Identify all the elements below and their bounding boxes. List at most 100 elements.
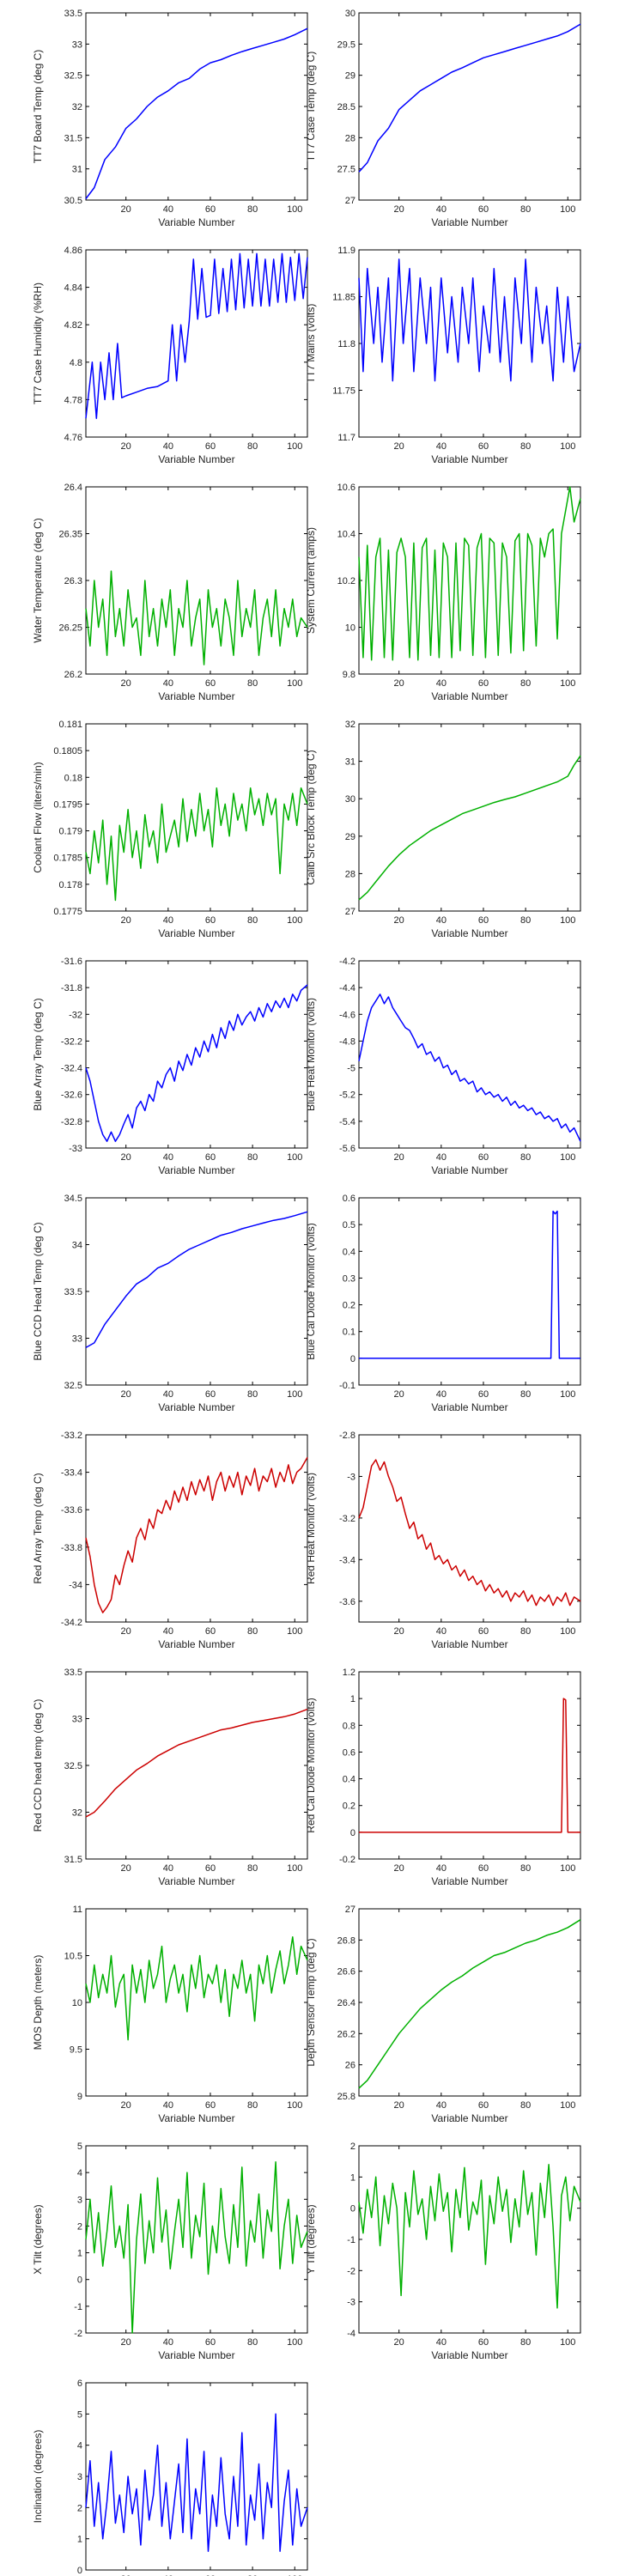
x-tick-label: 80 (520, 1389, 531, 1400)
x-tick-label: 60 (205, 1389, 216, 1400)
x-axis-label: Variable Number (158, 2112, 234, 2124)
x-tick-label: 100 (287, 204, 302, 215)
x-tick-label: 100 (560, 1152, 575, 1163)
x-axis-label: Variable Number (158, 1401, 234, 1413)
y-tick-label: 6 (77, 2379, 82, 2389)
y-tick-label: -31.6 (61, 957, 82, 967)
x-tick-label: 60 (478, 1152, 489, 1163)
x-tick-label: 40 (436, 1389, 447, 1400)
y-tick-label: -32.4 (61, 1064, 82, 1074)
x-tick-label: 100 (560, 204, 575, 215)
y-tick-label: -3 (347, 1472, 355, 1482)
chart-panel-5: 20 40 60 80 100 26.2 26.25 26.3 26.35 26.4 Variabl… (32, 483, 308, 702)
y-tick-label: 0.6 (343, 1747, 355, 1758)
y-tick-label: -31.8 (61, 983, 82, 993)
x-tick-label: 20 (121, 678, 131, 689)
y-tick-label: 32 (345, 720, 355, 730)
x-tick-label: 80 (247, 204, 258, 215)
x-axis-label: Variable Number (158, 1164, 234, 1176)
chart-panel-21: 204060801000123456Variable NumberInclina… (32, 2379, 308, 2576)
y-tick-label: -3 (347, 2298, 355, 2308)
y-tick-label: 33.5 (64, 1287, 82, 1297)
series-line (85, 27, 308, 199)
x-tick-label: 80 (520, 1626, 531, 1637)
chart-panel-14: 20 40 60 80 100 -3.6 -3.4 -3.2 -3 -2.8 Variable Nu… (305, 1431, 581, 1650)
chart-panel-15: 20 40 60 80 100 31.5 32 32.5 33 33.5 Variable Numb… (32, 1668, 308, 1887)
x-tick-label: 40 (436, 1626, 447, 1637)
x-tick-label: 40 (163, 1389, 173, 1400)
y-tick-label: 33 (72, 1715, 82, 1725)
y-tick-label: 10 (72, 1998, 82, 2008)
y-axis-label: System Current (amps) (305, 527, 317, 634)
plot-area (85, 1908, 308, 2097)
x-tick-label: 40 (436, 2100, 447, 2111)
y-axis-label: X Tilt (degrees) (32, 2204, 44, 2274)
y-axis-label: Depth Sensor Temp (deg C) (305, 1938, 317, 2066)
x-tick-label: 40 (436, 204, 447, 215)
y-tick-label: 1.2 (343, 1668, 355, 1678)
chart-panel-20: 20 40 60 80 100 -4 -3 -2 -1 0 1 2 Variable Number Y T… (305, 2142, 581, 2361)
y-tick-label: 26.2 (64, 670, 82, 680)
x-axis-label: Variable Number (431, 690, 507, 702)
y-tick-label: -34.2 (61, 1618, 82, 1628)
x-tick-label: 100 (560, 678, 575, 689)
chart-panel-18: 20 40 60 80 100 25.8 26 26.2 26.4 26.6 26.8 27 Varia… (305, 1905, 581, 2124)
y-tick-label: 0.1 (343, 1327, 355, 1338)
x-tick-label: 80 (520, 204, 531, 215)
series-line (358, 1919, 581, 2089)
x-tick-label: 80 (520, 2100, 531, 2111)
series-line (358, 2164, 581, 2309)
x-tick-label: 100 (287, 441, 302, 452)
x-tick-label: 20 (121, 2337, 131, 2348)
x-axis-label: Variable Number (158, 2349, 234, 2361)
x-tick-label: 60 (478, 2337, 489, 2348)
plot-area (358, 723, 581, 912)
x-tick-label: 60 (205, 1626, 216, 1637)
y-axis-label: Coolant Flow (liters/min) (32, 762, 44, 872)
x-tick-label: 60 (205, 204, 216, 215)
y-tick-label: 33 (72, 1334, 82, 1345)
x-tick-label: 60 (205, 1152, 216, 1163)
chart-panel-10: 20 40 60 80 100 -5.6 -5.4 -5.2 -5 -4.8 -4.6 -4.4 -4.… (305, 957, 581, 1176)
y-tick-label: -33.8 (61, 1543, 82, 1553)
y-axis-label: TT7 Board Temp (deg C) (32, 50, 44, 164)
x-tick-label: 80 (247, 915, 258, 926)
x-tick-label: 20 (121, 2574, 131, 2576)
plot-area (85, 1197, 308, 1386)
y-tick-label: -5.4 (339, 1117, 355, 1127)
y-tick-label: 33.5 (64, 1668, 82, 1678)
series-line (358, 993, 581, 1142)
x-tick-label: 20 (394, 1863, 404, 1874)
x-tick-label: 60 (205, 1863, 216, 1874)
x-tick-label: 60 (205, 678, 216, 689)
y-tick-label: -5.6 (339, 1144, 355, 1154)
y-tick-label: 34.5 (64, 1194, 82, 1204)
x-tick-label: 40 (436, 441, 447, 452)
y-tick-label: 32.5 (64, 1761, 82, 1771)
x-tick-label: 80 (247, 2574, 258, 2576)
y-tick-label: 10.5 (64, 1952, 82, 1962)
x-tick-label: 40 (163, 678, 173, 689)
x-tick-label: 20 (121, 915, 131, 926)
x-tick-label: 100 (287, 1389, 302, 1400)
y-tick-label: 1 (350, 1694, 355, 1704)
y-tick-label: 33.5 (64, 9, 82, 19)
y-tick-label: -32.2 (61, 1036, 82, 1047)
y-tick-label: 32.5 (64, 71, 82, 82)
x-tick-label: 40 (436, 2337, 447, 2348)
plot-area (85, 1671, 308, 1860)
x-axis-label: Variable Number (158, 690, 234, 702)
x-tick-label: 20 (394, 678, 404, 689)
x-tick-label: 100 (287, 1626, 302, 1637)
y-tick-label: -33.2 (61, 1431, 82, 1441)
series-line (85, 1935, 308, 2041)
y-tick-label: -4 (347, 2329, 355, 2339)
x-tick-label: 60 (478, 1863, 489, 1874)
y-tick-label: 26.8 (337, 1935, 355, 1946)
plot-area (85, 249, 308, 438)
x-tick-label: 80 (520, 915, 531, 926)
y-tick-label: -32.8 (61, 1117, 82, 1127)
y-tick-label: 0.6 (343, 1194, 355, 1204)
y-tick-label: 0.4 (343, 1775, 355, 1785)
x-tick-label: 80 (247, 2100, 258, 2111)
